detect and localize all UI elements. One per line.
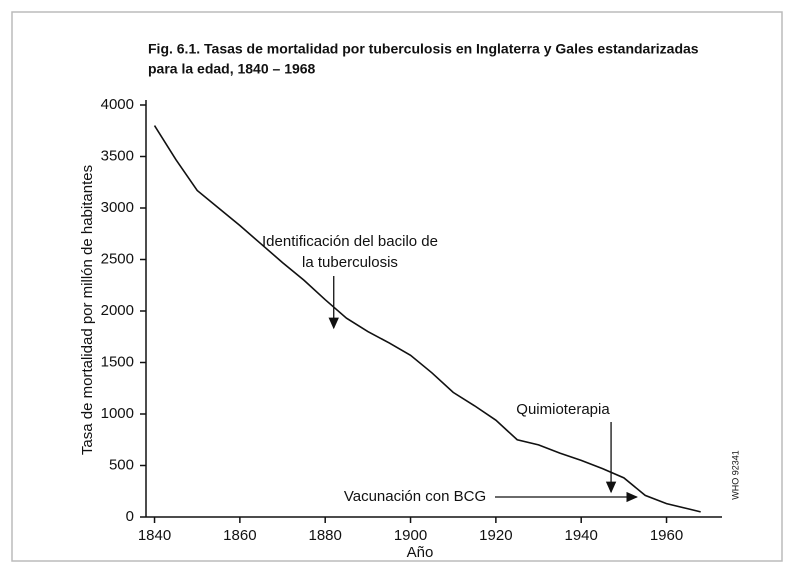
annotation: Vacunación con BCG (344, 488, 486, 505)
x-tick-label: 1860 (223, 527, 256, 544)
x-axis-label: Año (407, 544, 434, 561)
x-tick-label: 1960 (650, 527, 683, 544)
y-tick-label: 3000 (101, 199, 134, 216)
x-tick-label: 1840 (138, 527, 171, 544)
y-tick-label: 500 (109, 456, 134, 473)
frame (11, 11, 783, 562)
x-tick-label: 1880 (309, 527, 342, 544)
x-tick-label: 1900 (394, 527, 427, 544)
source: WHO 92341 (730, 450, 740, 500)
y-tick-label: 1000 (101, 405, 134, 422)
y-tick-label: 2000 (101, 302, 134, 319)
y-tick-label: 4000 (101, 96, 134, 113)
annotation: la tuberculosis (302, 254, 398, 271)
y-tick-label: 0 (126, 508, 134, 525)
y-axis-label: Tasa de mortalidad por millón de habitan… (79, 165, 96, 455)
line (153, 125, 701, 513)
x-tick-label: 1920 (479, 527, 512, 544)
chart-title: para la edad, 1840 – 1968 (148, 61, 316, 77)
y-tick-label: 1500 (101, 353, 134, 370)
annotation: Quimioterapia (516, 401, 610, 418)
y-tick-label: 3500 (101, 147, 134, 164)
y-tick-label: 2500 (101, 250, 134, 267)
x-tick-label: 1940 (565, 527, 598, 544)
annotation: Identificación del bacilo de (262, 233, 438, 250)
chart-title: Fig. 6.1. Tasas de mortalidad por tuberc… (148, 41, 699, 57)
